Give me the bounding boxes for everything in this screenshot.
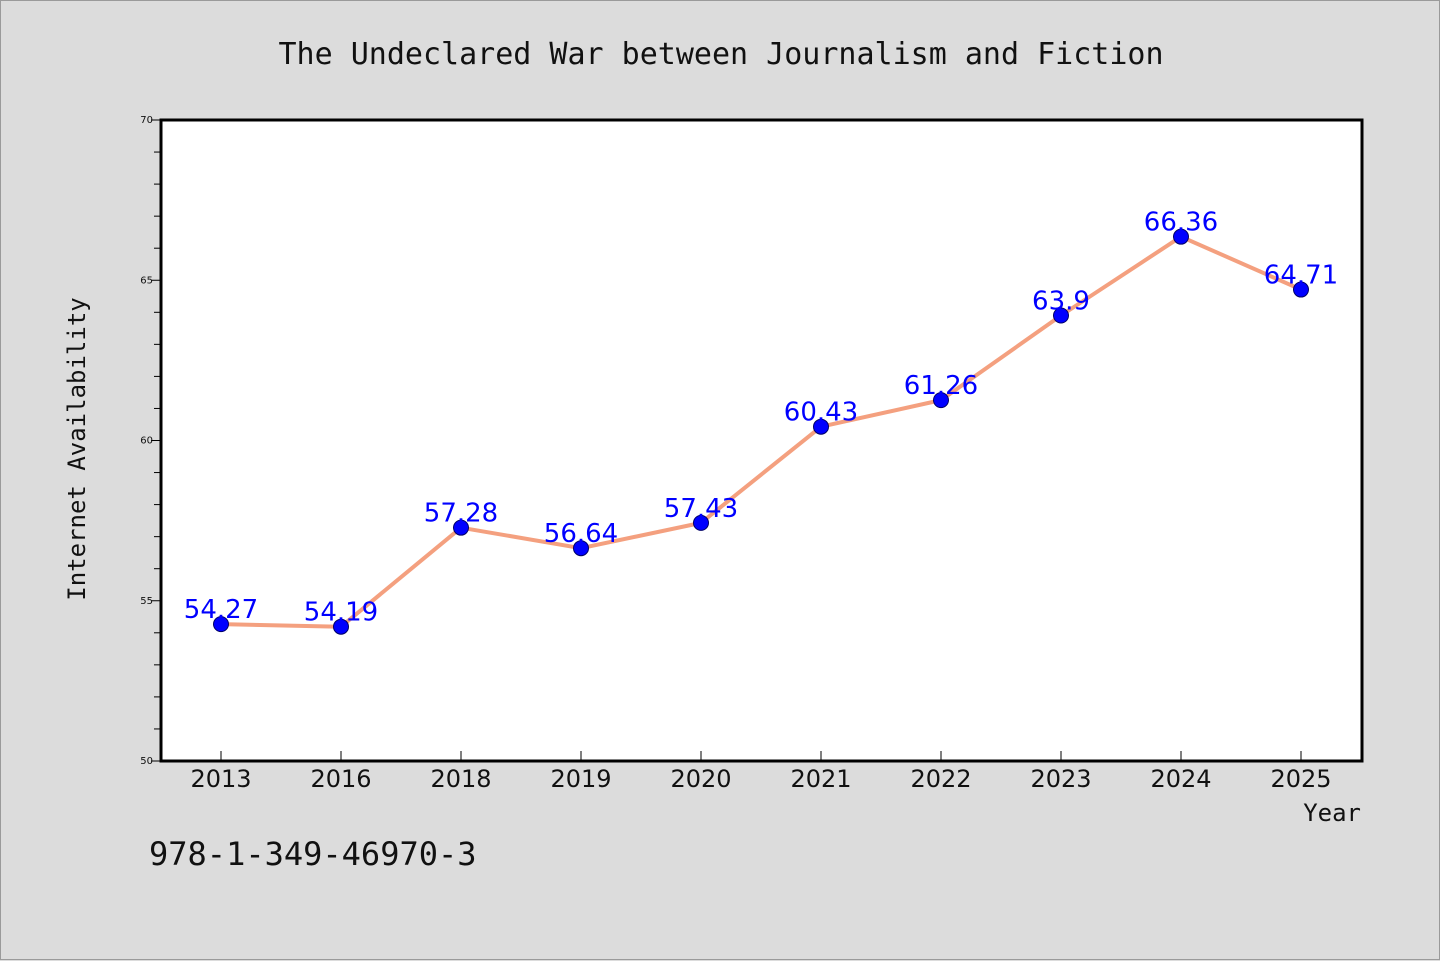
y-tick-label: 70 [140, 115, 153, 126]
plot-area [159, 118, 1364, 763]
data-label: 60.43 [784, 398, 858, 428]
series-line [219, 234, 1303, 629]
x-tick-label: 2024 [1150, 765, 1211, 793]
x-tick-label: 2018 [430, 765, 491, 793]
data-label: 66.36 [1144, 208, 1218, 238]
series-layer: 54.27 54.19 57.28 56.64 57.43 60.43 61.26 63.9 6… [184, 208, 1338, 635]
data-label: 54.19 [304, 598, 378, 628]
x-axis: 2013 2016 2018 2019 2020 2021 2022 2023 2024 2025 [190, 751, 1332, 793]
data-label: 57.28 [424, 499, 498, 529]
y-tick-label: 55 [140, 596, 153, 607]
data-label: 56.64 [544, 519, 618, 549]
data-point [1173, 228, 1189, 245]
data-point [693, 514, 709, 531]
x-tick-label: 2020 [670, 765, 731, 793]
data-label: 63.9 [1032, 287, 1090, 317]
data-point [1293, 281, 1309, 298]
data-label: 54.27 [184, 595, 258, 625]
y-tick-label: 50 [140, 756, 153, 767]
x-tick-label: 2022 [910, 765, 971, 793]
chart-title: The Undeclared War between Journalism an… [278, 37, 1163, 72]
y-tick-label: 65 [140, 275, 153, 286]
data-label: 61.26 [904, 371, 978, 401]
y-axis: 50 55 60 65 70 [140, 115, 161, 767]
data-point [1053, 307, 1069, 324]
data-point [453, 519, 469, 536]
x-tick-label: 2023 [1030, 765, 1091, 793]
data-point [213, 616, 229, 633]
footnote-isbn: 978-1-349-46970-3 [149, 835, 477, 873]
data-label: 57.43 [664, 494, 738, 524]
x-tick-label: 2016 [310, 765, 371, 793]
data-point [933, 392, 949, 409]
data-point [573, 540, 589, 557]
y-tick-label: 60 [140, 436, 153, 447]
data-label: 64.71 [1264, 261, 1338, 291]
y-axis-title: Internet Availability [63, 297, 91, 600]
x-tick-label: 2013 [190, 765, 251, 793]
x-tick-label: 2019 [550, 765, 611, 793]
x-tick-label: 2025 [1270, 765, 1331, 793]
data-point [333, 618, 349, 635]
data-point [813, 418, 829, 435]
x-tick-label: 2021 [790, 765, 851, 793]
x-axis-title: Year [1303, 799, 1361, 827]
